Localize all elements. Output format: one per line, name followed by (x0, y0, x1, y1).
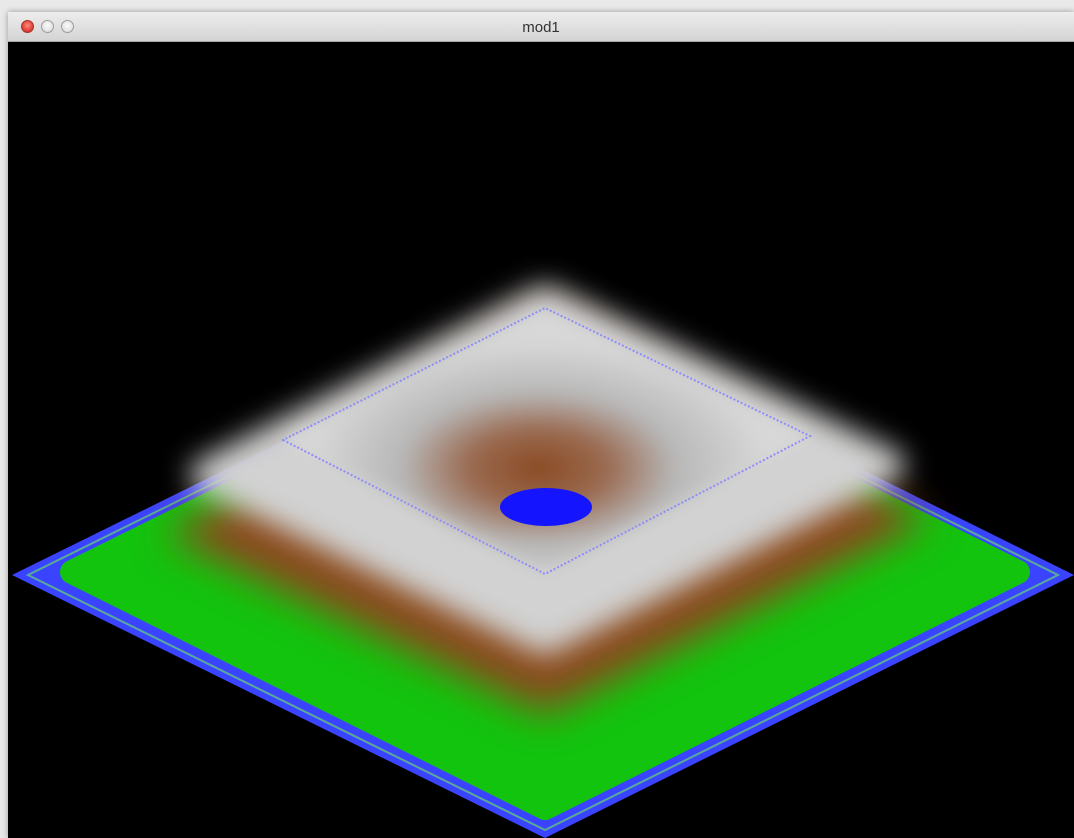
crater (285, 312, 808, 572)
minimize-button[interactable] (41, 20, 54, 33)
close-button[interactable] (21, 20, 34, 33)
title-bar: mod1 (8, 12, 1074, 42)
water-film (280, 306, 813, 576)
window: mod1 (8, 12, 1074, 838)
pool (500, 488, 592, 526)
window-title: mod1 (522, 19, 560, 36)
terrain-view (12, 285, 1074, 838)
maximize-button[interactable] (61, 20, 74, 33)
